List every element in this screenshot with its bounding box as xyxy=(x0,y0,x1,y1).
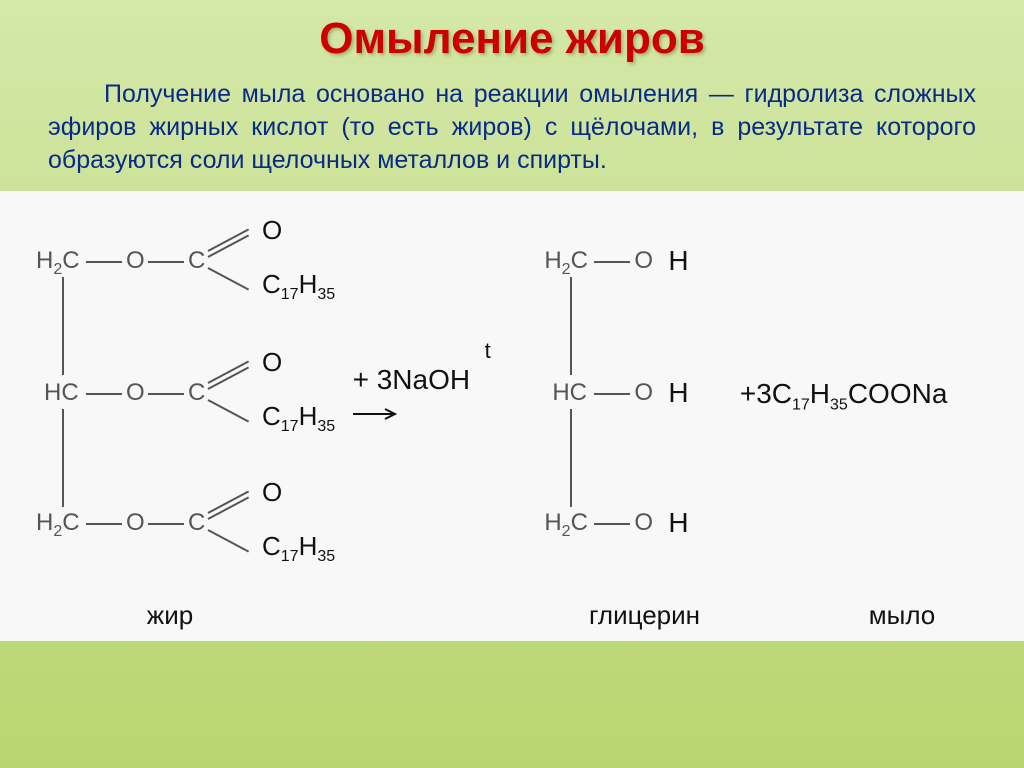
bond xyxy=(86,261,122,263)
bond xyxy=(86,523,122,525)
fat-carbonyl-c: C xyxy=(188,379,205,407)
bond xyxy=(570,409,572,507)
fat-carbonyl-o: O xyxy=(262,477,282,508)
fat-o-bridge: O xyxy=(126,379,145,407)
bond xyxy=(148,261,184,263)
bond xyxy=(62,277,64,375)
gly-h: H xyxy=(668,507,688,539)
fat-carbonyl-c: C xyxy=(188,247,205,275)
label-fat: жир xyxy=(0,600,340,631)
fat-c3: H2C xyxy=(36,509,80,541)
product-glycerol: H2C HC H2C O O O H H H xyxy=(538,211,734,581)
page-title: Омыление жиров xyxy=(0,0,1024,64)
arrow-icon xyxy=(353,407,399,421)
gly-c3: H2C xyxy=(544,509,588,541)
bond xyxy=(148,393,184,395)
gly-o: O xyxy=(634,509,653,537)
fat-c1: H2C xyxy=(36,247,80,279)
bond xyxy=(208,399,250,422)
label-glycerol: глицерин xyxy=(340,600,740,631)
gly-c2: HC xyxy=(552,379,587,407)
arrow-condition: t xyxy=(485,338,491,364)
fat-carbonyl-o: O xyxy=(262,347,282,378)
gly-h: H xyxy=(668,377,688,409)
bond xyxy=(594,523,630,525)
bond xyxy=(208,529,250,552)
reactant-fat: H2C HC H2C O O O C C C xyxy=(30,211,353,581)
bond xyxy=(594,261,630,263)
bond xyxy=(594,393,630,395)
gly-h: H xyxy=(668,245,688,277)
reaction-panel: H2C HC H2C O O O C C C xyxy=(0,191,1024,641)
bond xyxy=(208,267,250,290)
reagent-text: + 3NaOH xyxy=(353,364,471,395)
fat-acyl: C17H35 xyxy=(262,269,335,304)
fat-c2: HC xyxy=(44,379,79,407)
product-soap: +3C17H35COONa xyxy=(740,378,994,415)
gly-c1: H2C xyxy=(544,247,588,279)
label-soap: мыло xyxy=(740,600,1024,631)
bond xyxy=(148,523,184,525)
soap-formula: +3C17H35COONa xyxy=(740,378,948,409)
description-text: Получение мыла основано на реакции омыле… xyxy=(0,64,1024,187)
reagent-and-arrow: + 3NaOH t xyxy=(353,364,539,428)
fat-carbonyl-o: O xyxy=(262,215,282,246)
labels-row: жир глицерин мыло xyxy=(0,600,1024,631)
bond xyxy=(86,393,122,395)
fat-acyl: C17H35 xyxy=(262,401,335,436)
fat-acyl: C17H35 xyxy=(262,531,335,566)
reaction-row: H2C HC H2C O O O C C C xyxy=(30,211,994,581)
gly-o: O xyxy=(634,247,653,275)
fat-o-bridge: O xyxy=(126,509,145,537)
bond xyxy=(62,409,64,507)
gly-o: O xyxy=(634,379,653,407)
bond xyxy=(570,277,572,375)
fat-carbonyl-c: C xyxy=(188,509,205,537)
fat-o-bridge: O xyxy=(126,247,145,275)
